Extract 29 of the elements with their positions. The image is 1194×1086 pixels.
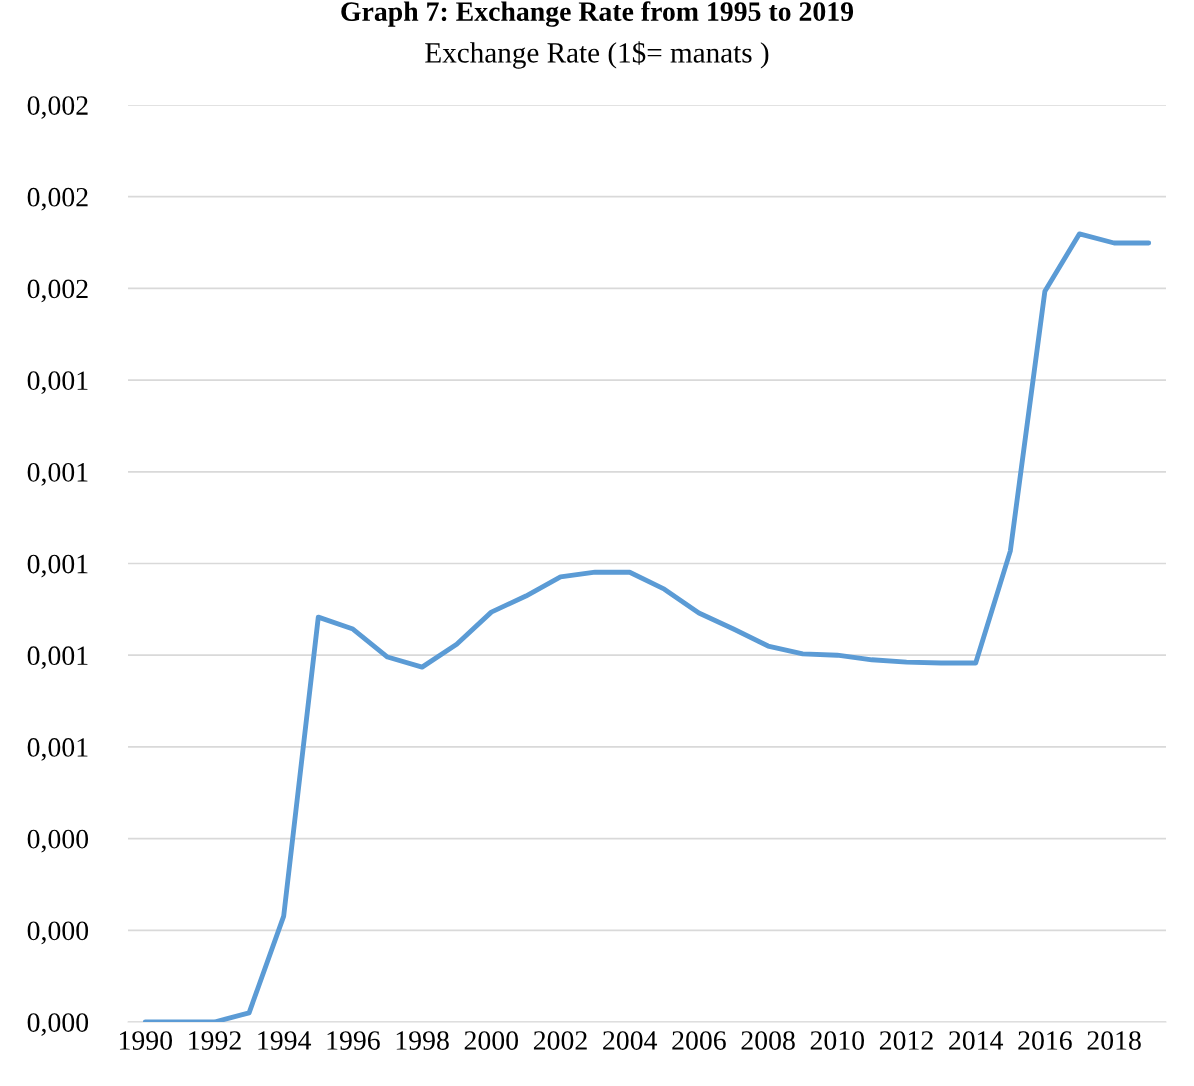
- y-tick-label: 0,001: [27, 738, 88, 761]
- x-tick-label: 2002: [533, 1031, 587, 1050]
- x-tick-label: 2016: [1018, 1031, 1072, 1050]
- x-tick-label: 1994: [258, 1031, 312, 1050]
- x-tick-label: 1990: [119, 1031, 173, 1050]
- y-tick-label: 0,002: [27, 96, 88, 119]
- y-tick-label: 0,000: [27, 921, 89, 945]
- y-tick-label: 0,001: [27, 646, 88, 670]
- chart-title: Graph 7: Exchange Rate from 1995 to 2019: [341, 1, 854, 27]
- y-tick-label: 0,001: [27, 371, 88, 395]
- x-tick-label: 2018: [1087, 1031, 1141, 1050]
- y-tick-label: 0,000: [27, 829, 89, 853]
- x-tick-label: 2014: [949, 1031, 1004, 1050]
- y-tick-label: 0,001: [27, 554, 88, 578]
- x-tick-label: 2008: [741, 1031, 795, 1050]
- x-tick-label: 2012: [879, 1031, 933, 1050]
- x-tick-label: 2004: [603, 1031, 658, 1050]
- y-tick-label: 0,002: [27, 187, 88, 211]
- x-tick-label: 1996: [327, 1031, 380, 1050]
- x-tick-label: 2006: [672, 1031, 726, 1050]
- x-tick-label: 2010: [810, 1031, 865, 1050]
- line-series: [142, 231, 1152, 1022]
- x-tick-label: 2000: [464, 1031, 519, 1050]
- y-tick-label: 0,002: [27, 279, 88, 303]
- y-tick-label: 0,001: [27, 462, 88, 486]
- chart-subtitle: Exchange Rate (1$= manats ): [425, 41, 769, 69]
- y-tick-label: 0,000: [27, 1013, 89, 1036]
- x-tick-label: 1992: [189, 1031, 241, 1050]
- x-tick-label: 1998: [396, 1031, 449, 1050]
